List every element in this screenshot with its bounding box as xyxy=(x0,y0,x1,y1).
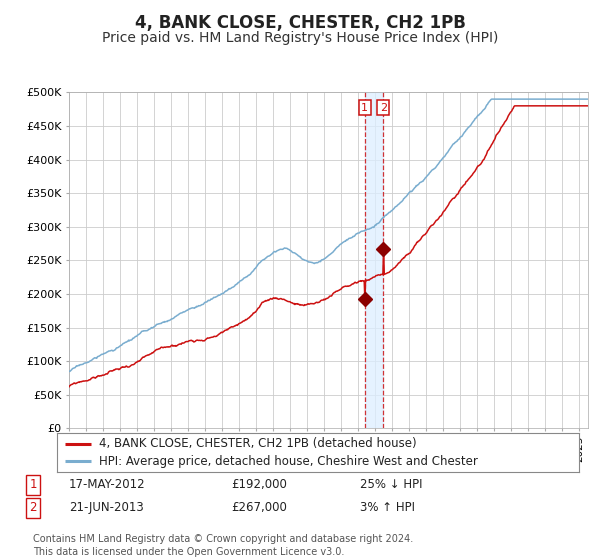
Text: 1: 1 xyxy=(29,478,37,492)
Text: Contains HM Land Registry data © Crown copyright and database right 2024.
This d: Contains HM Land Registry data © Crown c… xyxy=(33,534,413,557)
Text: 4, BANK CLOSE, CHESTER, CH2 1PB (detached house): 4, BANK CLOSE, CHESTER, CH2 1PB (detache… xyxy=(99,437,416,450)
Text: Price paid vs. HM Land Registry's House Price Index (HPI): Price paid vs. HM Land Registry's House … xyxy=(102,31,498,45)
Text: £192,000: £192,000 xyxy=(231,478,287,492)
Text: HPI: Average price, detached house, Cheshire West and Chester: HPI: Average price, detached house, Ches… xyxy=(99,455,478,468)
Text: 3% ↑ HPI: 3% ↑ HPI xyxy=(360,501,415,515)
Bar xyxy=(365,92,383,428)
Text: 2: 2 xyxy=(29,501,37,515)
Text: 4, BANK CLOSE, CHESTER, CH2 1PB: 4, BANK CLOSE, CHESTER, CH2 1PB xyxy=(134,14,466,32)
Text: 17-MAY-2012: 17-MAY-2012 xyxy=(69,478,146,492)
Text: £267,000: £267,000 xyxy=(231,501,287,515)
Text: 2: 2 xyxy=(380,102,387,113)
Text: 25% ↓ HPI: 25% ↓ HPI xyxy=(360,478,422,492)
Text: 1: 1 xyxy=(361,102,368,113)
Text: 21-JUN-2013: 21-JUN-2013 xyxy=(69,501,144,515)
